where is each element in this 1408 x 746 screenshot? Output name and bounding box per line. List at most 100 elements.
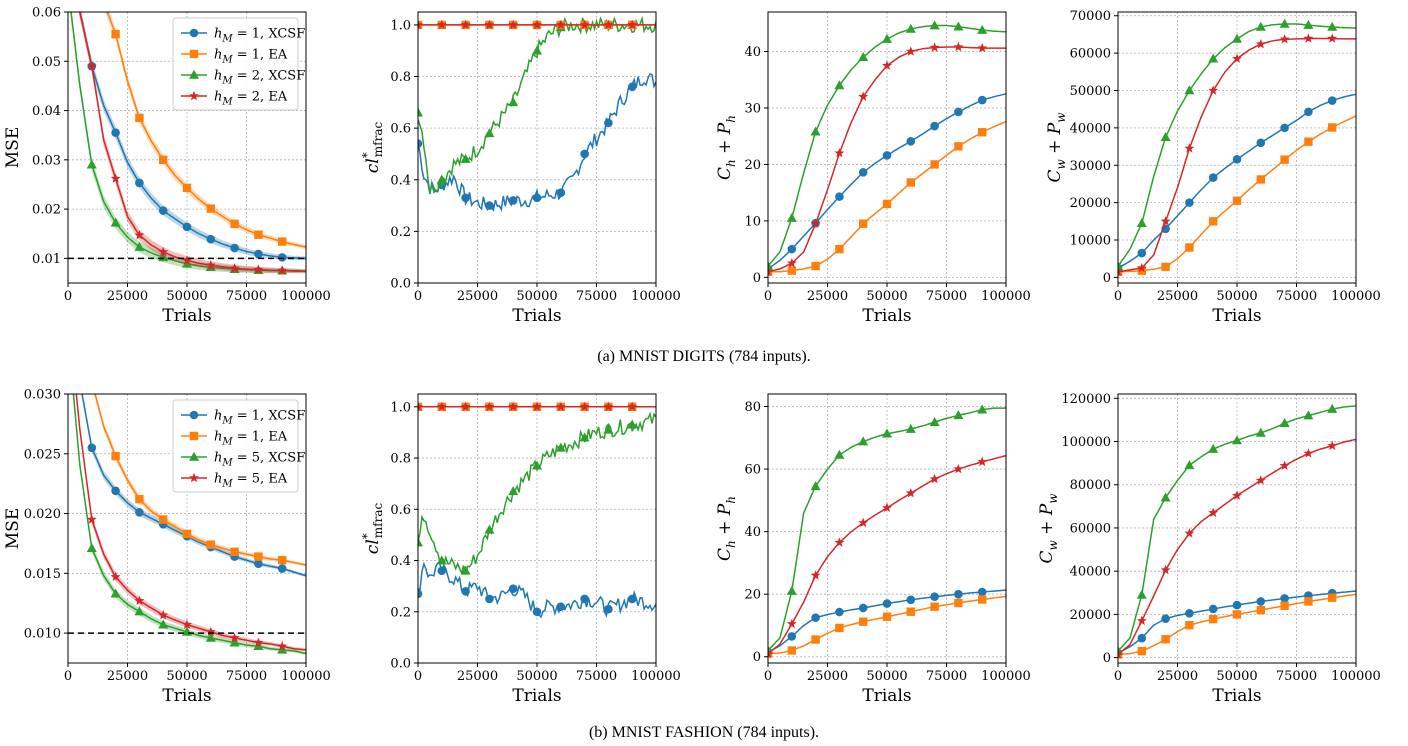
plot-area xyxy=(1118,403,1356,659)
data-point-square xyxy=(1328,123,1337,132)
data-point-circle xyxy=(277,253,287,262)
series-3 xyxy=(418,19,656,30)
axis-label-text: Cw + Pw xyxy=(1045,112,1068,183)
data-point-triangle xyxy=(858,51,869,61)
data-point-square xyxy=(882,199,892,209)
data-point-triangle xyxy=(189,451,199,461)
data-point-star xyxy=(1279,34,1290,44)
axis-label-text: cl*mfrac xyxy=(360,122,385,174)
series-3 xyxy=(78,12,306,275)
data-point-triangle xyxy=(86,543,97,553)
data-point-circle xyxy=(858,603,868,613)
data-point-star xyxy=(436,19,447,30)
y-tick-label: 10000 xyxy=(1070,234,1111,249)
data-point-star xyxy=(555,401,566,412)
data-point-triangle xyxy=(810,481,821,491)
data-point-square xyxy=(859,617,868,626)
data-point-circle xyxy=(835,607,844,617)
data-point-star xyxy=(253,264,264,274)
axis-label-text: Trials xyxy=(862,306,911,326)
data-point-circle xyxy=(437,566,447,576)
series-1 xyxy=(105,12,306,249)
x-tick-label: 75000 xyxy=(926,669,967,684)
data-point-triangle xyxy=(134,241,145,251)
y-tick-label: 20000 xyxy=(1070,196,1111,211)
data-point-square xyxy=(189,49,199,59)
chart-panel-digits-cw: 0 25000 50000 75000 100000 0 10000 20000 30000 40… xyxy=(1045,9,1381,326)
data-point-star xyxy=(1118,649,1123,659)
data-point-star xyxy=(229,632,240,643)
data-point-square xyxy=(206,204,215,213)
x-tick-label: 75000 xyxy=(1276,669,1317,684)
data-point-triangle xyxy=(834,80,845,90)
data-point-circle xyxy=(835,192,844,201)
y-tick-label: 0.020 xyxy=(24,507,61,522)
series-2 xyxy=(768,20,1006,270)
data-point-circle xyxy=(604,118,613,128)
data-point-square xyxy=(111,29,120,39)
chart-panel-fashion-cw: 0 25000 50000 75000 100000 0 20000 40000 60000 80… xyxy=(1037,392,1381,706)
data-point-circle xyxy=(418,139,423,148)
series-3 xyxy=(75,394,306,652)
data-point-star xyxy=(484,401,495,412)
data-point-square xyxy=(1256,605,1265,615)
axis-label-text: Ch + Ph xyxy=(715,115,738,180)
data-point-triangle xyxy=(929,416,940,426)
data-point-circle xyxy=(508,196,518,205)
data-point-triangle xyxy=(436,174,447,184)
panels: 0 25000 50000 75000 1000000.010.020.030.040.… xyxy=(3,6,1381,707)
plot-area xyxy=(70,12,306,275)
data-point-star xyxy=(1303,448,1314,458)
data-point-triangle xyxy=(834,449,845,459)
data-point-circle xyxy=(461,586,470,596)
data-point-triangle xyxy=(905,423,916,433)
data-point-star xyxy=(134,595,145,606)
data-point-star xyxy=(229,263,240,273)
legend-label: hM = 5, XCSF xyxy=(214,451,305,469)
y-tick-label: 20 xyxy=(744,158,761,173)
data-point-star xyxy=(834,537,845,547)
data-point-circle xyxy=(87,443,97,453)
series-0 xyxy=(418,561,656,619)
data-point-circle xyxy=(1304,107,1313,117)
legend-label: hM = 1, XCSF xyxy=(214,27,305,45)
axis-label-text: Trials xyxy=(512,306,561,326)
data-point-triangle xyxy=(86,159,97,169)
data-point-circle xyxy=(954,589,963,599)
legend-item: hM = 5, EA xyxy=(181,472,288,490)
data-point-square xyxy=(954,598,963,608)
y-tick-label: 80 xyxy=(744,400,761,415)
legend-label: hM = 2, EA xyxy=(214,90,288,108)
data-point-triangle xyxy=(189,69,199,79)
chart-panel-digits-mse: 0 25000 50000 75000 100000 0.01 0.02 0.03 0.04 0.… xyxy=(3,6,331,327)
data-point-circle xyxy=(580,594,589,604)
y-tick-label: 0 xyxy=(1103,271,1111,286)
data-point-star xyxy=(810,570,821,580)
plot-area xyxy=(72,394,306,655)
y-tick-label: 0.025 xyxy=(24,447,61,462)
legend-label: hM = 1, EA xyxy=(214,48,288,66)
data-point-star xyxy=(786,258,797,268)
series-2 xyxy=(1118,18,1356,270)
y-tick-label: 0.4 xyxy=(390,173,411,188)
data-point-triangle xyxy=(555,442,566,452)
data-point-square xyxy=(206,540,215,549)
series-0 xyxy=(1118,588,1356,658)
data-point-triangle xyxy=(508,97,519,107)
data-point-circle xyxy=(787,244,797,254)
data-point-square xyxy=(189,431,199,441)
x-tick-label: 75000 xyxy=(226,669,267,684)
data-point-star xyxy=(182,255,192,265)
y-tick-label: 80000 xyxy=(1070,478,1111,493)
data-point-circle xyxy=(930,121,939,131)
x-tick-label: 25000 xyxy=(457,289,498,304)
data-point-triangle xyxy=(1255,427,1266,437)
data-point-star xyxy=(205,626,216,637)
data-point-circle xyxy=(158,206,168,215)
data-point-triangle xyxy=(1255,21,1266,31)
data-point-triangle xyxy=(229,637,240,647)
data-point-star xyxy=(882,60,892,70)
data-point-square xyxy=(1304,137,1313,146)
series-3 xyxy=(768,454,1006,658)
data-point-star xyxy=(1118,266,1123,276)
